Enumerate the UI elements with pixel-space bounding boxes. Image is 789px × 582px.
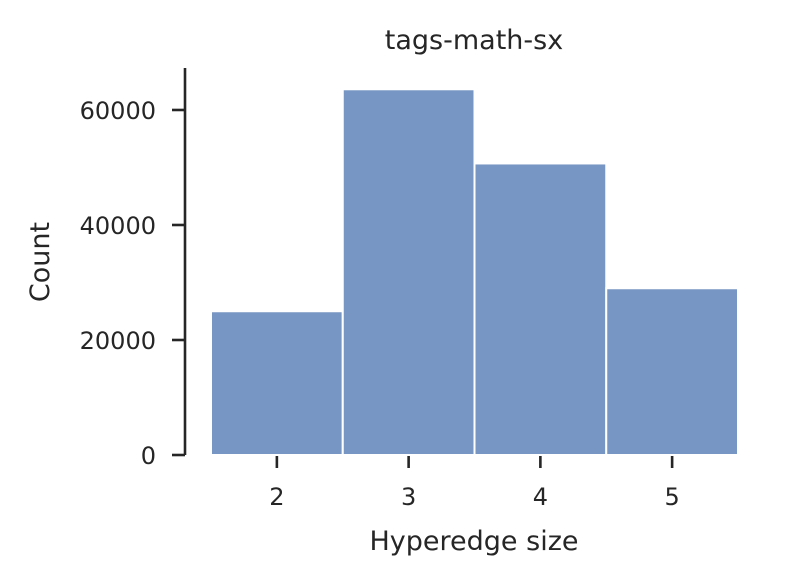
x-ticks-group: 2 3 4 5 bbox=[269, 456, 680, 511]
y-ticks-group: 0 20000 40000 60000 bbox=[80, 97, 185, 470]
bar-5 bbox=[605, 287, 739, 456]
y-tick-label-20000: 20000 bbox=[80, 327, 156, 355]
bar-3 bbox=[341, 88, 476, 457]
x-tick-label-5: 5 bbox=[664, 483, 679, 511]
bar-4 bbox=[473, 162, 608, 456]
y-tick-label-0: 0 bbox=[141, 442, 156, 470]
bars-group bbox=[210, 88, 739, 457]
x-tick-label-4: 4 bbox=[533, 483, 548, 511]
y-tick-label-40000: 40000 bbox=[80, 212, 156, 240]
x-tick-label-3: 3 bbox=[401, 483, 416, 511]
chart-title: tags-math-sx bbox=[385, 25, 563, 56]
x-tick-label-2: 2 bbox=[269, 483, 284, 511]
x-axis-label: Hyperedge size bbox=[370, 526, 579, 557]
y-axis-label: Count bbox=[25, 222, 56, 302]
y-tick-label-60000: 60000 bbox=[80, 97, 156, 125]
bar-2 bbox=[210, 310, 344, 457]
